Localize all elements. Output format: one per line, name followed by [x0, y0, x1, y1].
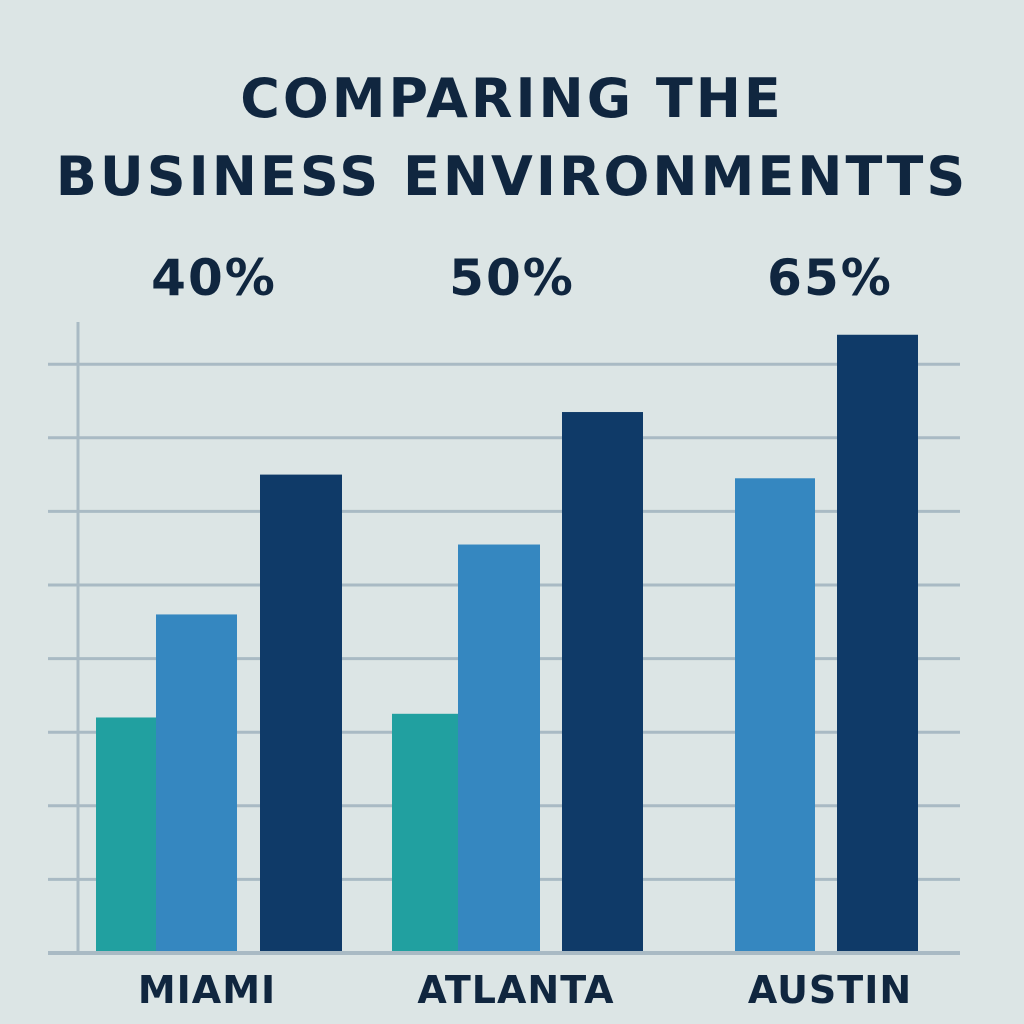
data-label: 40%: [151, 249, 277, 307]
x-tick-label: AUSTIN: [748, 968, 912, 1012]
chart-title-line-2: BUSINESS ENVIRONMENTTS: [55, 145, 969, 208]
chart-title-line-1: COMPARING THE: [240, 67, 784, 130]
data-label: 65%: [767, 249, 893, 307]
data-label: 50%: [449, 249, 575, 307]
x-tick-label: ATLANTA: [417, 968, 614, 1012]
bar-atlanta-series-2: [458, 544, 540, 953]
chart-title: COMPARING THE BUSINESS ENVIRONMENTTS: [0, 60, 1024, 216]
x-tick-label: MIAMI: [138, 968, 276, 1012]
bar-austin-series-3: [837, 334, 918, 953]
bar-miami-series-2: [156, 614, 237, 953]
bar-miami-series-3: [260, 474, 342, 953]
bar-atlanta-series-1: [392, 713, 458, 953]
bar-miami-series-1: [96, 717, 156, 953]
bar-atlanta-series-3: [562, 412, 643, 953]
bar-austin-series-2: [735, 478, 815, 953]
